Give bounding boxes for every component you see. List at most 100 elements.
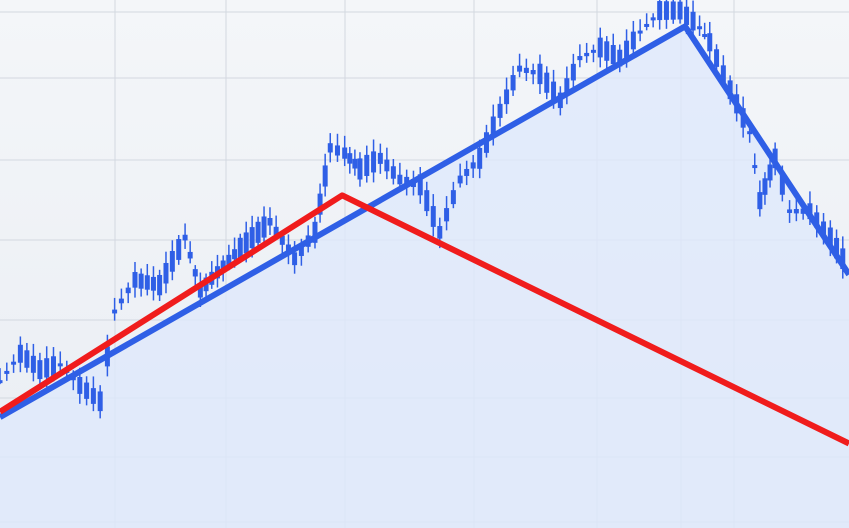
candle-body	[187, 251, 193, 259]
candle-body	[322, 165, 328, 187]
candle-body	[169, 251, 175, 272]
candle-body	[752, 165, 758, 169]
candle-body	[125, 287, 131, 294]
candle-body	[138, 273, 144, 289]
candle-body	[814, 212, 820, 228]
candle-body	[4, 370, 10, 374]
candle-body	[800, 208, 806, 214]
candle-body	[597, 37, 603, 58]
candle-body	[334, 145, 340, 156]
candle-body	[390, 166, 396, 179]
candle-body	[243, 232, 249, 254]
candle-body	[371, 151, 377, 173]
candle-body	[97, 391, 103, 412]
candle-body	[657, 1, 663, 21]
candle-body	[551, 81, 557, 102]
candle-body	[192, 269, 198, 277]
candle-body	[112, 309, 118, 314]
candle-body	[747, 131, 753, 135]
candle-body	[757, 192, 763, 210]
candle-body	[24, 350, 30, 368]
candle-body	[490, 116, 496, 137]
candle-body	[17, 344, 23, 363]
candle-body	[677, 1, 683, 20]
candle-body	[261, 216, 267, 238]
candle-body	[504, 89, 510, 105]
candle-body	[118, 298, 124, 304]
candle-body	[530, 70, 536, 75]
candle-body	[577, 56, 583, 61]
candle-body	[279, 235, 285, 245]
candle-body	[779, 174, 785, 195]
candle-body	[384, 159, 390, 172]
candle-body	[267, 217, 273, 226]
candle-body	[650, 17, 656, 21]
candle-body	[312, 221, 318, 243]
candle-body	[663, 1, 669, 20]
candle-body	[50, 356, 56, 376]
candle-body	[624, 40, 630, 58]
candle-body	[0, 380, 3, 384]
candle-body	[347, 153, 353, 164]
candle-body	[397, 174, 403, 185]
candle-body	[197, 283, 203, 298]
candle-body	[249, 227, 255, 249]
candle-body	[630, 31, 636, 50]
candle-body	[834, 237, 840, 259]
candle-body	[604, 41, 610, 61]
candle-body	[417, 174, 423, 196]
candle-body	[570, 63, 576, 81]
candle-body	[584, 52, 590, 57]
candle-body	[430, 206, 436, 227]
candle-body	[11, 361, 17, 365]
candle-body	[176, 239, 182, 260]
candle-body	[150, 276, 156, 291]
candle-body	[707, 33, 713, 52]
candle-body	[644, 23, 650, 27]
candle-body	[762, 178, 768, 195]
candle-body	[220, 260, 226, 273]
candle-body	[690, 11, 696, 31]
candle-body	[510, 75, 516, 91]
candle-body	[77, 377, 83, 394]
candle-body	[450, 190, 456, 205]
candle-body	[57, 363, 63, 367]
candle-body	[720, 65, 726, 83]
candle-body	[273, 226, 279, 236]
candle-body	[827, 227, 833, 248]
candle-body	[357, 158, 363, 180]
candle-body	[670, 1, 676, 20]
candle-body	[44, 358, 50, 378]
candle-body	[84, 382, 90, 399]
candle-body	[30, 355, 36, 373]
candle-body	[404, 176, 410, 186]
candle-body	[37, 360, 43, 380]
candle-body	[163, 262, 169, 284]
candle-body	[793, 209, 799, 214]
candle-body	[684, 6, 690, 25]
candle-body	[590, 49, 596, 53]
candle-body	[457, 175, 463, 184]
candle-body	[517, 65, 523, 72]
candle-body	[523, 67, 529, 73]
candle-body	[232, 249, 238, 260]
candle-body	[132, 272, 138, 288]
candle-body	[821, 221, 827, 237]
candle-body	[544, 72, 550, 93]
candle-body	[144, 275, 150, 290]
candle-body	[298, 243, 304, 256]
candle-body	[444, 208, 450, 222]
candle-body	[702, 34, 708, 38]
candle-body	[464, 168, 470, 176]
candle-body	[714, 49, 720, 67]
candle-body	[697, 26, 703, 30]
candle-body	[840, 248, 846, 270]
candle-body	[767, 164, 773, 181]
candle-body	[537, 63, 543, 85]
candle-body	[226, 254, 232, 266]
candle-body	[182, 234, 188, 241]
candle-body	[617, 49, 623, 67]
candle-body	[437, 226, 443, 239]
